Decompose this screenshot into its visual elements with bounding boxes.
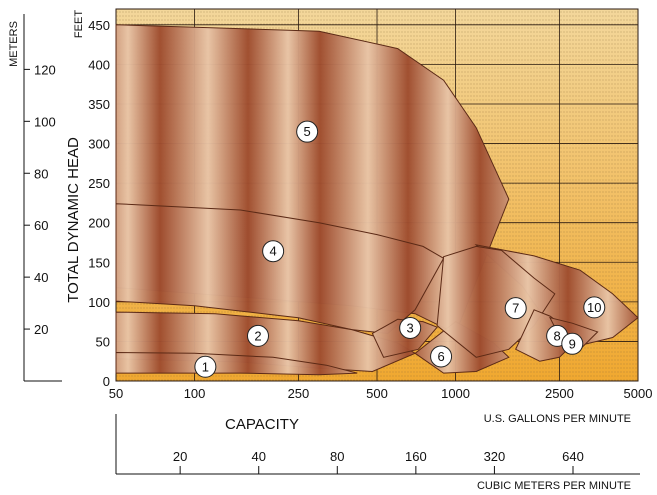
cubic-tick-label: 20 <box>173 449 187 464</box>
region-badge-6 <box>430 345 453 368</box>
region-badge-label: 9 <box>569 336 576 351</box>
gpm-unit-label: U.S. GALLONS PER MINUTE <box>484 413 631 425</box>
meters-tick-label: 40 <box>34 270 48 285</box>
feet-tick-label: 350 <box>88 97 110 112</box>
region-badge-7 <box>504 297 527 320</box>
region-badge-label: 1 <box>202 359 209 374</box>
region-badge-3 <box>399 316 422 339</box>
feet-tick-label: 400 <box>88 57 110 72</box>
gpm-axis: 50 100 250 500 1000 2500 5000 CAPACITY U.S. GA… <box>109 386 653 433</box>
gpm-tick-label: 100 <box>184 386 206 401</box>
region-labels: 1 2 3 4 5 6 7 89 10 <box>194 120 606 378</box>
cubic-tick-label: 320 <box>484 449 506 464</box>
feet-tick-label: 100 <box>88 295 110 310</box>
region-badge-label: 10 <box>587 300 601 315</box>
gpm-tick-label: 1000 <box>441 386 470 401</box>
region-badge-4 <box>262 240 285 263</box>
feet-tick-label: 150 <box>88 255 110 270</box>
gpm-tick-label: 5000 <box>624 386 653 401</box>
meters-unit-label: METERS <box>8 21 20 67</box>
feet-axis: FEET 0 50 100 150 200 250 300 350 400 450 TOTAL D… <box>65 10 110 389</box>
gpm-tick-label: 2500 <box>545 386 574 401</box>
feet-tick-label: 450 <box>88 18 110 33</box>
region-badge-label: 8 <box>554 328 561 343</box>
region-badge-9 <box>561 332 584 355</box>
plot-area: 1 2 3 4 5 6 7 89 10 <box>115 8 639 382</box>
feet-unit-label: FEET <box>73 10 85 38</box>
gpm-tick-label: 500 <box>366 386 388 401</box>
meters-tick-label: 120 <box>34 62 56 77</box>
region-badge-label: 6 <box>437 349 444 364</box>
feet-tick-label: 200 <box>88 216 110 231</box>
meters-tick-label: 100 <box>34 114 56 129</box>
region-badge-1 <box>194 355 217 378</box>
gpm-tick-label: 250 <box>288 386 310 401</box>
feet-tick-label: 50 <box>96 334 110 349</box>
meters-tick-label: 20 <box>34 322 48 337</box>
region-badge-label: 2 <box>254 328 261 343</box>
cubic-unit-label: CUBIC METERS PER MINUTE <box>477 480 631 492</box>
cubic-tick-label: 80 <box>330 449 344 464</box>
region-badge-label: 3 <box>407 320 414 335</box>
gpm-tick-label: 50 <box>109 386 123 401</box>
region-1 <box>115 351 358 376</box>
region-badge-label: 7 <box>512 301 519 316</box>
x-axis-title: CAPACITY <box>225 416 299 433</box>
feet-tick-label: 0 <box>103 374 110 389</box>
region-badge-10 <box>583 296 606 319</box>
meters-tick-label: 80 <box>34 166 48 181</box>
y-axis-title: TOTAL DYNAMIC HEAD <box>65 137 82 303</box>
cubic-tick-label: 160 <box>405 449 427 464</box>
meters-axis: METERS 20 40 60 80 100 120 <box>8 14 62 382</box>
cubic-tick-label: 40 <box>251 449 265 464</box>
feet-tick-label: 300 <box>88 137 110 152</box>
cubic-meters-axis: 20 40 80 160 320 640 CUBIC METERS PER MINUTE <box>115 414 640 492</box>
cubic-tick-label: 640 <box>562 449 584 464</box>
region-4 <box>115 203 445 335</box>
feet-tick-label: 250 <box>88 176 110 191</box>
region-badge-label: 4 <box>270 244 277 259</box>
meters-tick-label: 60 <box>34 218 48 233</box>
region-badge-5 <box>296 120 319 143</box>
region-badge-2 <box>247 324 270 347</box>
region-badge-label: 5 <box>304 124 311 139</box>
